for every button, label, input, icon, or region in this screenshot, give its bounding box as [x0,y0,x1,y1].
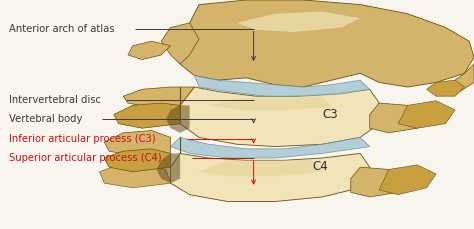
Polygon shape [446,64,474,92]
Text: Vertebral body: Vertebral body [9,114,83,124]
Polygon shape [180,0,474,87]
Polygon shape [180,87,379,147]
Polygon shape [171,137,370,158]
Polygon shape [104,149,171,172]
Polygon shape [161,23,199,64]
Polygon shape [114,103,180,128]
Text: Superior articular process (C4): Superior articular process (C4) [9,153,162,163]
Polygon shape [370,103,427,133]
Polygon shape [237,11,360,32]
Text: C4: C4 [313,160,328,172]
Polygon shape [128,41,171,60]
Polygon shape [156,153,180,183]
Polygon shape [100,165,171,188]
Polygon shape [166,105,190,133]
Polygon shape [379,165,436,195]
Polygon shape [427,80,465,96]
Text: C3: C3 [322,108,338,121]
Text: Inferior articular process (C3): Inferior articular process (C3) [9,134,156,144]
Polygon shape [209,96,332,110]
Polygon shape [104,131,171,156]
Polygon shape [194,76,370,96]
Text: Anterior arch of atlas: Anterior arch of atlas [9,24,115,34]
Polygon shape [398,101,455,128]
Text: Intervertebral disc: Intervertebral disc [9,95,101,105]
Polygon shape [123,87,194,108]
Polygon shape [171,153,370,202]
Polygon shape [199,160,322,176]
Polygon shape [351,167,408,197]
